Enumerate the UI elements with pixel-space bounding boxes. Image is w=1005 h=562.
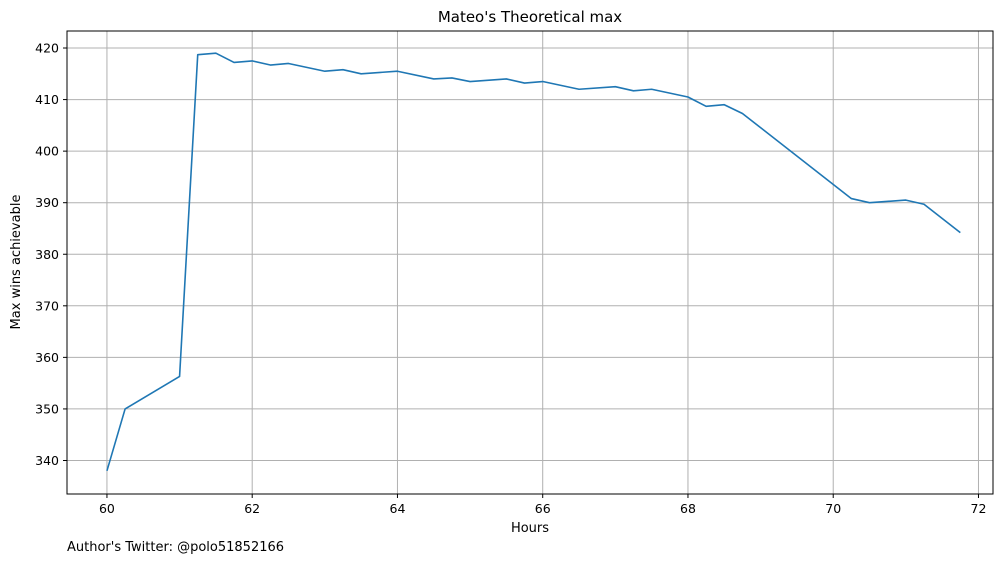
y-tick-label: 390 [35, 195, 59, 210]
y-tick-label: 350 [35, 401, 59, 416]
x-tick-label: 68 [680, 501, 696, 516]
x-tick-label: 70 [825, 501, 841, 516]
x-tick-label: 66 [535, 501, 551, 516]
chart-title: Mateo's Theoretical max [438, 8, 622, 26]
y-axis: 340 350 360 370 380 390 400 410 420 [35, 41, 67, 468]
y-tick-label: 360 [35, 350, 59, 365]
grid [67, 31, 993, 494]
x-tick-label: 62 [244, 501, 260, 516]
y-tick-label: 380 [35, 247, 59, 262]
plot-frame [66, 30, 994, 495]
x-axis-title: Hours [511, 521, 549, 536]
y-tick-label: 400 [35, 144, 59, 159]
x-tick-label: 60 [99, 501, 115, 516]
y-tick-label: 420 [35, 41, 59, 56]
x-axis: 60 62 64 66 68 70 72 [99, 494, 986, 516]
x-tick-label: 64 [390, 501, 406, 516]
y-tick-label: 370 [35, 298, 59, 313]
author-footnote: Author's Twitter: @polo51852166 [67, 540, 284, 555]
x-tick-label: 72 [971, 501, 987, 516]
y-tick-label: 340 [35, 453, 59, 468]
series-layer [106, 52, 961, 472]
y-axis-title: Max wins achievable [9, 195, 24, 330]
series-line-0 [106, 52, 961, 472]
y-tick-label: 410 [35, 92, 59, 107]
